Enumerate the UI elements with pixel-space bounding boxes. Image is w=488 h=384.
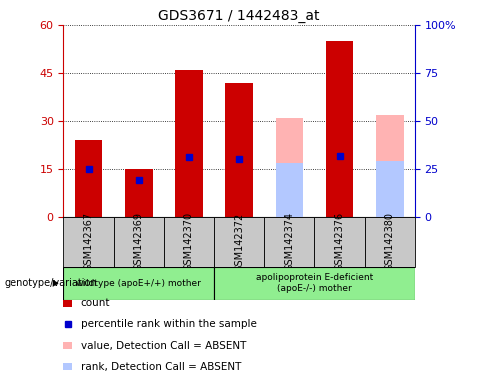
Bar	[365, 217, 415, 267]
Text: value, Detection Call = ABSENT: value, Detection Call = ABSENT	[81, 341, 246, 351]
Bar	[214, 217, 264, 267]
Bar	[276, 118, 303, 217]
Bar	[75, 140, 102, 217]
Text: percentile rank within the sample: percentile rank within the sample	[81, 319, 256, 329]
Text: genotype/variation: genotype/variation	[5, 278, 98, 288]
Text: rank, Detection Call = ABSENT: rank, Detection Call = ABSENT	[81, 362, 241, 372]
Text: count: count	[81, 298, 110, 308]
Text: GSM142380: GSM142380	[385, 212, 395, 271]
Bar	[325, 41, 353, 217]
Bar	[63, 342, 72, 349]
Text: GSM142376: GSM142376	[334, 212, 345, 271]
Bar	[214, 267, 415, 300]
Text: GSM142372: GSM142372	[234, 212, 244, 271]
Bar	[376, 114, 404, 217]
Text: GSM142367: GSM142367	[83, 212, 94, 271]
Bar	[314, 217, 365, 267]
Bar	[225, 83, 253, 217]
Text: GSM142370: GSM142370	[184, 212, 194, 271]
Bar	[164, 217, 214, 267]
Bar	[63, 300, 72, 307]
Bar	[376, 161, 404, 217]
Bar	[63, 267, 214, 300]
Bar	[264, 217, 314, 267]
Title: GDS3671 / 1442483_at: GDS3671 / 1442483_at	[159, 8, 320, 23]
Bar	[175, 70, 203, 217]
Bar	[114, 217, 164, 267]
Bar	[63, 363, 72, 370]
Bar	[63, 217, 114, 267]
Text: GSM142374: GSM142374	[285, 212, 294, 271]
Text: apolipoprotein E-deficient
(apoE-/-) mother: apolipoprotein E-deficient (apoE-/-) mot…	[256, 273, 373, 293]
Polygon shape	[53, 280, 59, 287]
Bar	[125, 169, 153, 217]
Text: GSM142369: GSM142369	[134, 212, 144, 271]
Text: wildtype (apoE+/+) mother: wildtype (apoE+/+) mother	[76, 279, 201, 288]
Bar	[276, 163, 303, 217]
